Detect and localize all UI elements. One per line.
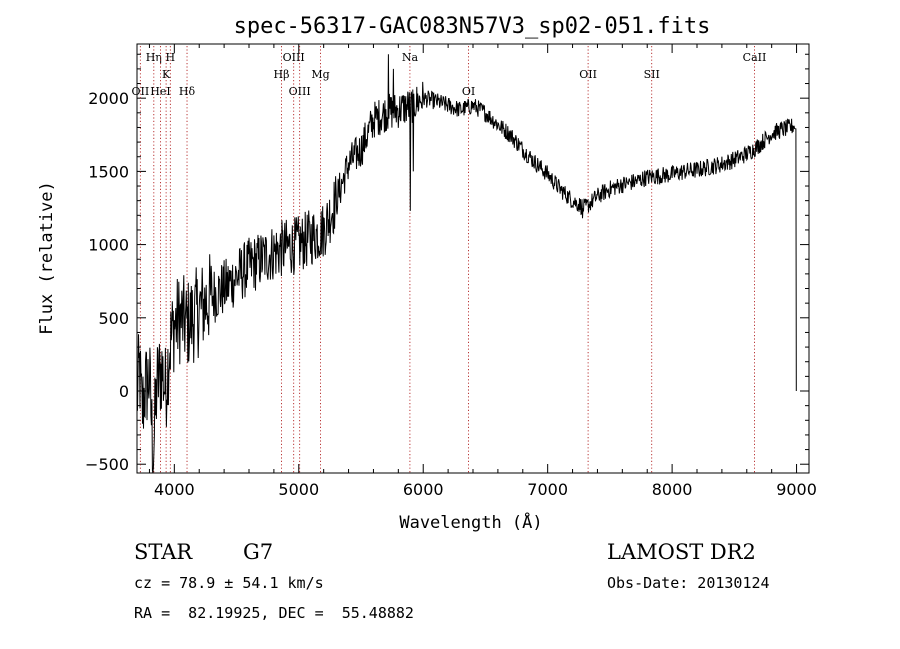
y-tick-label: 500 bbox=[98, 309, 129, 328]
y-tick-label: 0 bbox=[119, 382, 129, 401]
object-subclass-label: G7 bbox=[243, 540, 274, 564]
x-axis-label: Wavelength (Å) bbox=[399, 511, 542, 533]
spectral-line-label: Hη bbox=[146, 51, 162, 64]
y-axis-label: Flux (relative) bbox=[37, 181, 57, 335]
spectrum-series-line bbox=[136, 54, 797, 474]
spectral-line-label: OIII bbox=[283, 51, 305, 64]
spectral-line-label: Hβ bbox=[274, 68, 290, 81]
spectral-line-label: OI bbox=[462, 85, 475, 98]
plot-frame bbox=[136, 43, 810, 474]
y-tick-label: 1000 bbox=[88, 236, 129, 255]
spectral-line-label: OIII bbox=[289, 85, 311, 98]
spectral-line-label: Na bbox=[402, 51, 419, 64]
x-tick-label: 6000 bbox=[403, 480, 444, 499]
axis-ticks: 4000 5000 6000 7000 8000 9000 −500 0 500 1000 1500… bbox=[85, 44, 817, 499]
velocity-label: cz = 78.9 ± 54.1 km/s bbox=[134, 574, 324, 592]
spectral-line-label: H bbox=[166, 51, 176, 64]
x-tick-label: 4000 bbox=[154, 480, 195, 499]
x-tick-label: 8000 bbox=[652, 480, 693, 499]
y-tick-label: 1500 bbox=[88, 162, 129, 181]
survey-label: LAMOST DR2 bbox=[607, 540, 756, 564]
spectral-line-label: SII bbox=[644, 68, 660, 81]
obs-date-label: Obs-Date: 20130124 bbox=[607, 574, 770, 592]
spectral-line-label: CaII bbox=[743, 51, 767, 64]
spectral-line-label: K bbox=[162, 68, 171, 81]
coordinates-label: RA = 82.19925, DEC = 55.48882 bbox=[134, 604, 414, 622]
spectral-line-label: OII bbox=[579, 68, 597, 81]
spectral-line-label: Hδ bbox=[179, 85, 196, 98]
x-tick-label: 5000 bbox=[278, 480, 319, 499]
object-class-label: STAR bbox=[134, 540, 193, 564]
spectral-line-label: HeI bbox=[150, 85, 170, 98]
spectral-line-label: Mg bbox=[311, 68, 329, 81]
x-tick-label: 7000 bbox=[527, 480, 568, 499]
y-tick-label: 2000 bbox=[88, 89, 129, 108]
spectral-line-label: OII bbox=[132, 85, 150, 98]
chart-title: spec-56317-GAC083N57V3_sp02-051.fits bbox=[234, 14, 711, 39]
x-tick-label: 9000 bbox=[776, 480, 817, 499]
y-tick-label: −500 bbox=[85, 455, 129, 474]
